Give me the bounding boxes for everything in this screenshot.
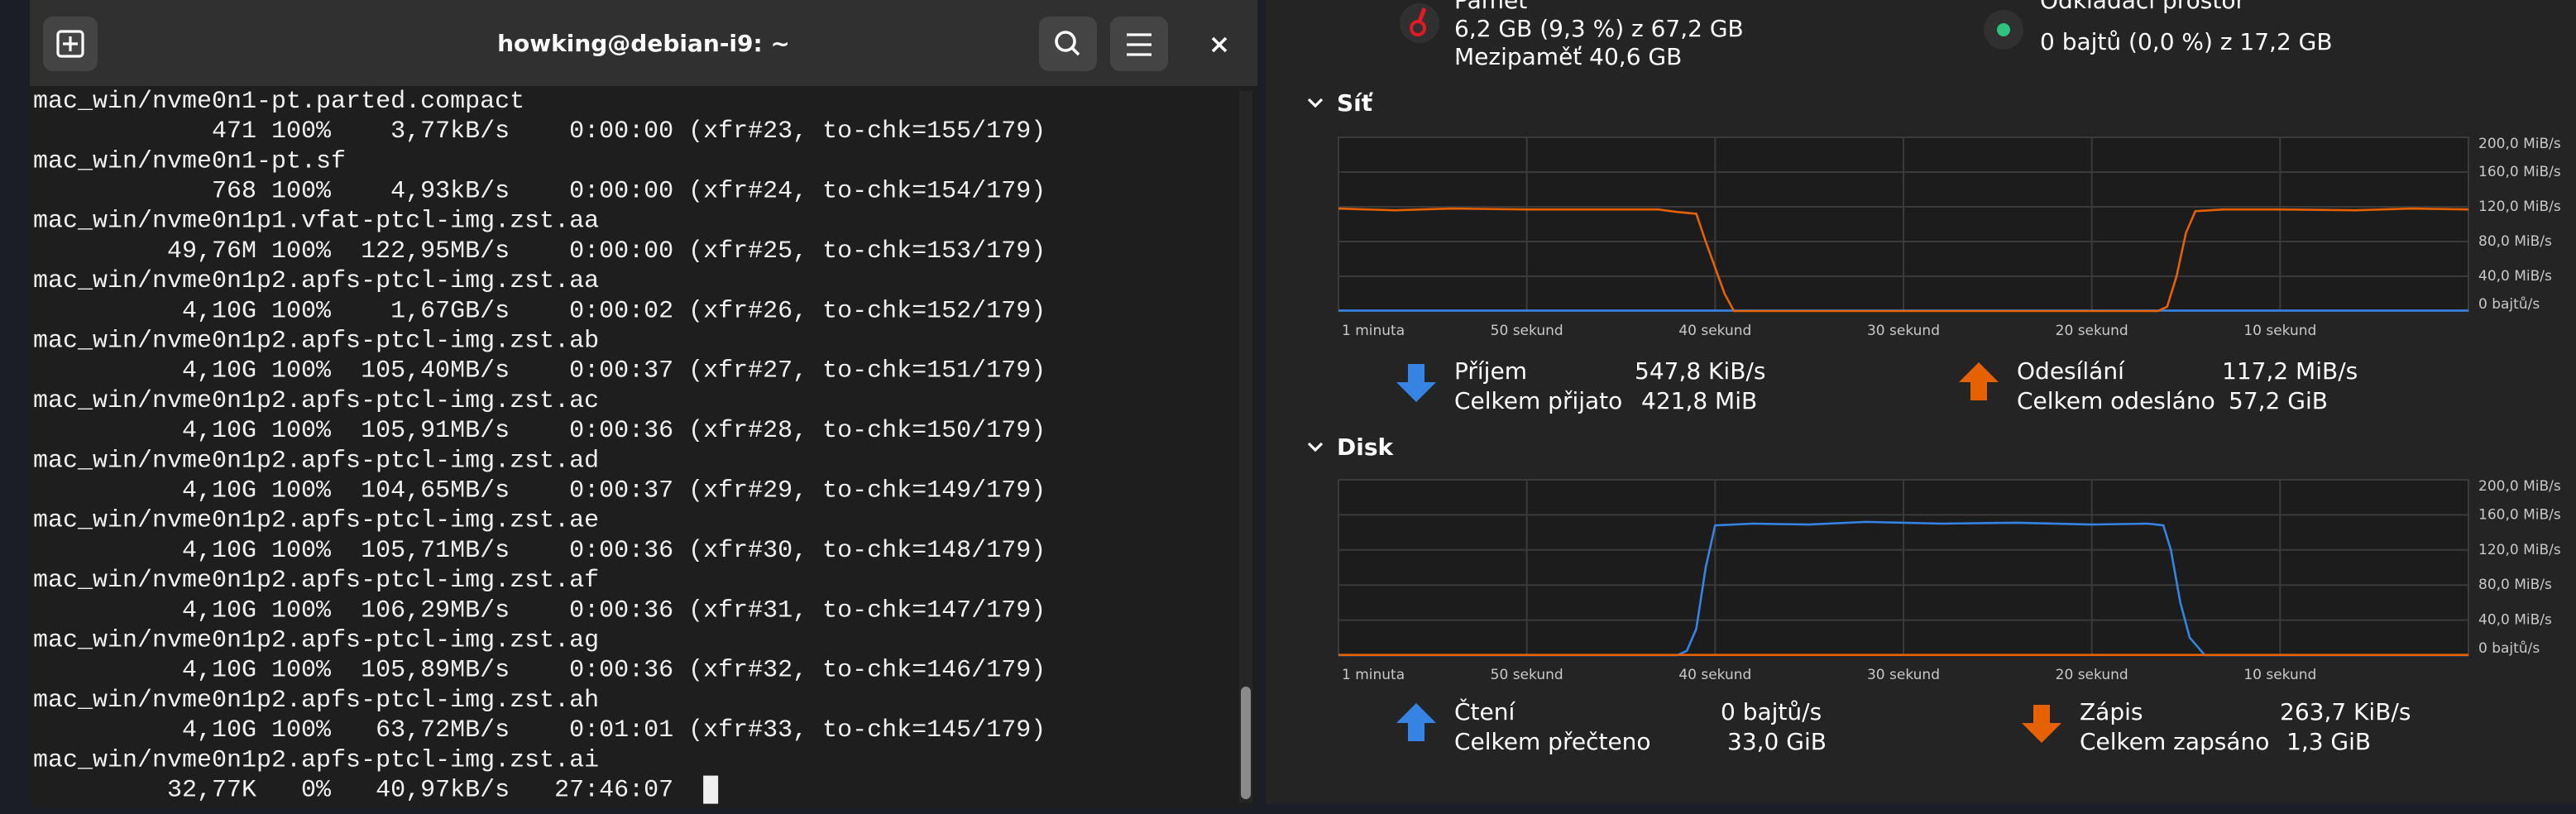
legend-name: Odesílání [2017,357,2125,385]
y-tick-label: 200,0 MiB/s [2478,136,2561,152]
new-tab-icon [56,30,84,58]
y-tick-label: 0 bajtů/s [2478,640,2540,657]
scrollbar-thumb[interactable] [1241,687,1251,799]
terminal-title: howking@debian-i9: ~ [497,30,790,57]
section-title: Síť [1337,89,1374,117]
legend-total-name: Celkem odesláno [2017,387,2215,414]
legend-arrow [1396,364,1436,402]
scrollbar-trough [1239,91,1252,802]
search-icon [1055,31,1076,52]
system-monitor-window [1266,0,2576,804]
y-tick-label: 40,0 MiB/s [2478,268,2552,285]
memory-icon [1417,7,1427,22]
series-line [1338,207,2469,313]
terminal-line: 4,10G 100% 105,89MB/s 0:00:36 (xfr#32, t… [33,657,1046,685]
terminal-output: mac_win/nvme0n1-pt.parted.compact 471 10… [33,88,1046,805]
terminal-line: mac_win/nvme0n1p2.apfs-ptcl-img.zst.aa [33,267,599,295]
legend-arrow [1396,703,1436,741]
x-tick-label: 40 sekund [1678,667,1751,683]
y-tick-label: 0 bajtů/s [2478,296,2540,313]
terminal-line: 4,10G 100% 106,29MB/s 0:00:36 (xfr#31, t… [33,596,1046,625]
x-tick-label: 40 sekund [1678,323,1751,339]
search-button[interactable] [1039,17,1097,71]
swap-label: Odkládací prostor [2040,0,2245,14]
x-tick-label: 10 sekund [2243,667,2316,683]
legend-total-name: Celkem zapsáno [2080,728,2269,755]
swap-usage: 0 bajtů (0,0 %) z 17,2 GB [2040,28,2333,55]
terminal-line: 4,10G 100% 63,72MB/s 0:01:01 (xfr#33, to… [33,716,1046,745]
legend-name: Zápis [2080,698,2143,725]
x-tick-label: 1 minuta [1342,323,1405,339]
y-tick-label: 200,0 MiB/s [2478,478,2561,495]
x-tick-label: 30 sekund [1867,667,1940,683]
swap-icon [1997,23,2010,36]
y-tick-label: 160,0 MiB/s [2478,506,2561,523]
terminal-line: 4,10G 100% 1,67GB/s 0:00:02 (xfr#26, to-… [33,297,1046,325]
terminal-line: mac_win/nvme0n1-pt.sf [33,147,346,175]
section-chevron [1307,98,1324,108]
legend-arrow [1959,362,1999,400]
y-tick-label: 120,0 MiB/s [2478,542,2561,558]
terminal-line: mac_win/nvme0n1p2.apfs-ptcl-img.zst.ag [33,627,599,655]
x-tick-label: 1 minuta [1342,667,1405,683]
terminal-line: mac_win/nvme0n1-pt.parted.compact [33,88,524,116]
legend-name: Čtení [1454,697,1516,725]
terminal-line: 32,77K 0% 40,97kB/s 27:46:07 [33,777,673,805]
series-line [1338,520,2468,657]
memory-icon [1410,20,1426,36]
x-tick-label: 10 sekund [2243,323,2316,339]
memory-label: Paměť [1454,0,1527,14]
legend-rate: 263,7 KiB/s [2280,698,2411,725]
x-tick-label: 30 sekund [1867,323,1940,339]
terminal-line: 768 100% 4,93kB/s 0:00:00 (xfr#24, to-ch… [33,178,1046,206]
legend-arrow [2022,705,2061,743]
y-tick-label: 40,0 MiB/s [2478,612,2552,629]
y-tick-label: 160,0 MiB/s [2478,164,2561,180]
legend-total-name: Celkem přijato [1454,387,1622,414]
close-icon [1211,36,1228,53]
section-title: Disk [1337,433,1395,461]
y-tick-label: 80,0 MiB/s [2478,233,2552,250]
terminal-line: mac_win/nvme0n1p2.apfs-ptcl-img.zst.ad [33,447,599,475]
cursor [703,775,719,804]
legend-rate: 0 bajtů/s [1721,698,1822,725]
terminal-line: mac_win/nvme0n1p2.apfs-ptcl-img.zst.ac [33,387,599,415]
terminal-line: 471 100% 3,77kB/s 0:00:00 (xfr#23, to-ch… [33,117,1046,146]
terminal-line: mac_win/nvme0n1p2.apfs-ptcl-img.zst.ae [33,507,599,535]
menu-icon [1127,33,1152,56]
section-chevron [1307,442,1324,452]
x-tick-label: 50 sekund [1491,323,1563,339]
terminal-line: mac_win/nvme0n1p1.vfat-ptcl-img.zst.aa [33,208,599,236]
terminal-line: 4,10G 100% 104,65MB/s 0:00:37 (xfr#29, t… [33,477,1046,505]
x-tick-label: 20 sekund [2056,323,2128,339]
search-icon [1070,46,1080,56]
terminal-line: mac_win/nvme0n1p2.apfs-ptcl-img.zst.ah [33,687,599,715]
terminal-line: 4,10G 100% 105,91MB/s 0:00:36 (xfr#28, t… [33,417,1046,445]
x-tick-label: 20 sekund [2056,667,2128,683]
y-tick-label: 120,0 MiB/s [2478,199,2561,215]
terminal-line: mac_win/nvme0n1p2.apfs-ptcl-img.zst.ab [33,328,599,356]
x-tick-label: 50 sekund [1491,667,1563,683]
legend-total-name: Celkem přečteno [1454,728,1651,755]
terminal-line: mac_win/nvme0n1p2.apfs-ptcl-img.zst.af [33,567,599,595]
y-tick-label: 80,0 MiB/s [2478,577,2552,593]
charts: Síť 200,0 MiB/s 160,0 MiB/s 120,0 MiB/s 80,0… [1307,89,2561,755]
legend-name: Příjem [1454,357,1527,385]
legend-total: 33,0 GiB [1727,728,1827,755]
terminal-line: 4,10G 100% 105,40MB/s 0:00:37 (xfr#27, t… [33,357,1046,385]
memory-usage: 6,2 GB (9,3 %) z 67,2 GB [1454,15,1744,42]
terminal-line: 49,76M 100% 122,95MB/s 0:00:00 (xfr#25, … [33,237,1046,266]
legend-rate: 547,8 KiB/s [1635,357,1765,385]
legend-total: 57,2 GiB [2229,387,2328,414]
memory-cache: Mezipaměť 40,6 GB [1454,43,1682,70]
legend-total: 1,3 GiB [2286,728,2371,755]
terminal-line: 4,10G 100% 105,71MB/s 0:00:36 (xfr#30, t… [33,537,1046,565]
legend-total: 421,8 MiB [1641,387,1757,414]
terminal-window [30,0,1257,807]
terminal-line: mac_win/nvme0n1p2.apfs-ptcl-img.zst.ai [33,746,599,774]
legend-rate: 117,2 MiB/s [2222,357,2358,385]
